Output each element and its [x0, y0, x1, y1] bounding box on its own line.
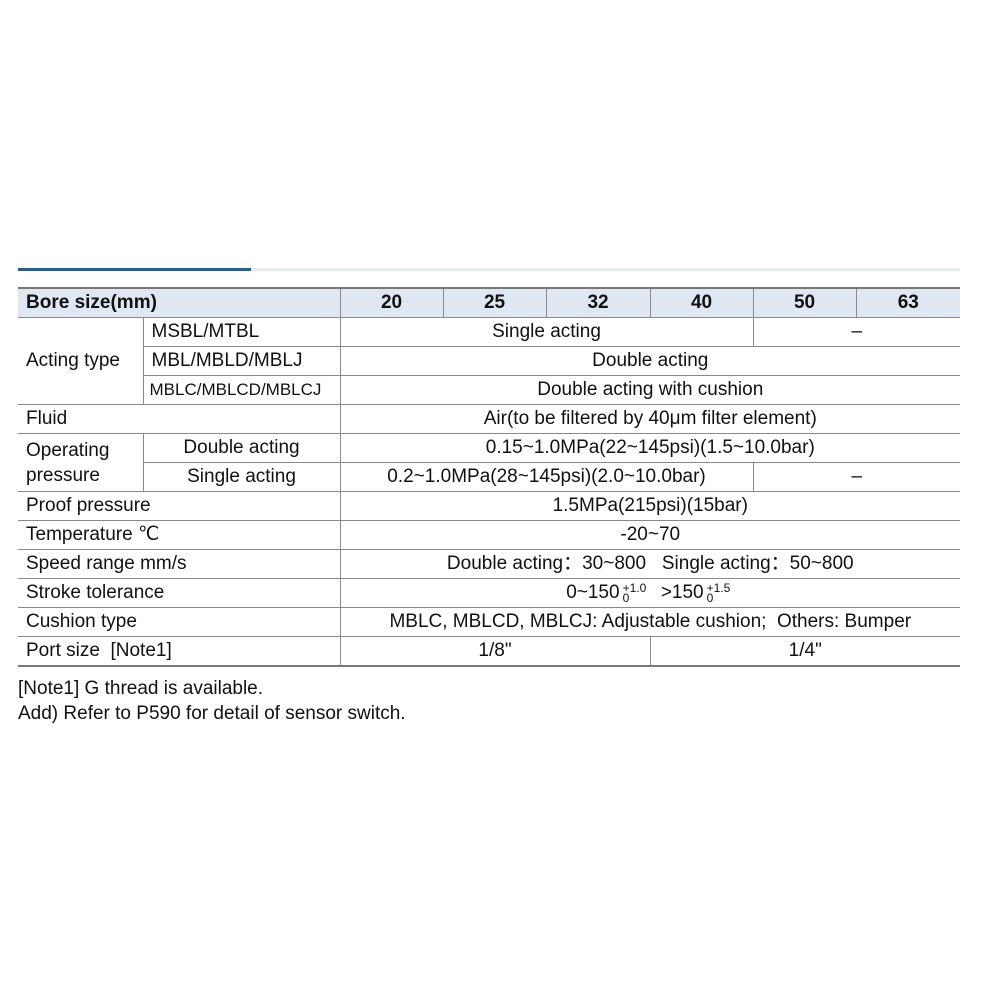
value: 1.5MPa(215psi)(15bar) [339, 491, 961, 521]
operating-pressure-label: Operating pressure [18, 433, 144, 492]
acting-type-label: Acting type [18, 317, 144, 405]
bore-size-label: Bore size(mm) [18, 287, 341, 318]
value: Air(to be filtered by 40μm filter elemen… [339, 404, 961, 434]
bore-25: 25 [442, 287, 547, 318]
tol-upper: +1.0 [622, 580, 647, 595]
tol-upper: +1.5 [706, 580, 731, 595]
value: 0.15~1.0MPa(22~145psi)(1.5~10.0bar) [339, 433, 961, 463]
stroke-label: Stroke tolerance [18, 578, 341, 608]
value: – [752, 462, 961, 492]
notes: [Note1] G thread is available. Add) Refe… [18, 676, 406, 726]
fluid-label: Fluid [18, 404, 341, 434]
bore-40: 40 [649, 287, 754, 318]
tol-range: >150 [660, 582, 704, 603]
table-row: Stroke tolerance 0~150 +1.0 0 >150 +1.5 0 [18, 578, 961, 608]
stroke-value: 0~150 +1.0 0 >150 +1.5 0 [339, 578, 961, 608]
table-row: Temperature ℃ -20~70 [18, 520, 961, 550]
title-rule [18, 268, 960, 271]
tol-range: 0~150 [566, 582, 620, 603]
value: Single acting [339, 317, 754, 347]
type-label: Single acting [142, 462, 341, 492]
bore-32: 32 [545, 287, 651, 318]
model-label: MBL/MBLD/MBLJ [142, 346, 341, 376]
value: Double acting with cushion [339, 375, 961, 405]
value: Double acting：30~800 Single acting：50~80… [339, 549, 961, 579]
table-row: Fluid Air(to be filtered by 40μm filter … [18, 404, 961, 434]
type-label: Double acting [142, 433, 341, 463]
spec-table: Bore size(mm) 20 25 32 40 50 63 Acting t… [18, 287, 961, 667]
table-row: Speed range mm/s Double acting：30~800 Si… [18, 549, 961, 579]
table-row: Acting type MSBL/MTBL Single acting – [18, 317, 961, 405]
speed-label: Speed range mm/s [18, 549, 341, 579]
proof-label: Proof pressure [18, 491, 341, 521]
table-row: MBL/MBLD/MBLJ Double acting [18, 346, 961, 376]
table-row: Operating pressure Double acting 0.15~1.… [18, 433, 961, 492]
port-label: Port size [Note1] [18, 636, 341, 667]
value: 0.2~1.0MPa(28~145psi)(2.0~10.0bar) [339, 462, 754, 492]
temperature-label: Temperature ℃ [18, 520, 341, 550]
value: MBLC, MBLCD, MBLCJ: Adjustable cushion; … [339, 607, 961, 637]
table-row: Proof pressure 1.5MPa(215psi)(15bar) [18, 491, 961, 521]
value: Double acting [339, 346, 961, 376]
bore-20: 20 [339, 287, 444, 318]
bore-63: 63 [855, 287, 961, 318]
value: – [752, 317, 961, 347]
table-row: Cushion type MBLC, MBLCD, MBLCJ: Adjusta… [18, 607, 961, 637]
tol-lower: 0 [706, 590, 714, 605]
tol-lower: 0 [622, 590, 630, 605]
model-label: MSBL/MTBL [142, 317, 341, 347]
bore-50: 50 [752, 287, 857, 318]
value: 1/8" [339, 636, 651, 667]
model-label: MBLC/MBLCD/MBLCJ [142, 375, 341, 405]
table-row: Single acting 0.2~1.0MPa(28~145psi)(2.0~… [18, 462, 961, 492]
table-row: Port size [Note1] 1/8" 1/4" [18, 636, 961, 667]
value: -20~70 [339, 520, 961, 550]
header-row: Bore size(mm) 20 25 32 40 50 63 [18, 287, 961, 318]
note-2: Add) Refer to P590 for detail of sensor … [18, 703, 406, 724]
cushion-label: Cushion type [18, 607, 341, 637]
title-rule-accent [18, 268, 251, 271]
table-row: MBLC/MBLCD/MBLCJ Double acting with cush… [18, 375, 961, 405]
value: 1/4" [649, 636, 961, 667]
note-1: [Note1] G thread is available. [18, 678, 264, 699]
